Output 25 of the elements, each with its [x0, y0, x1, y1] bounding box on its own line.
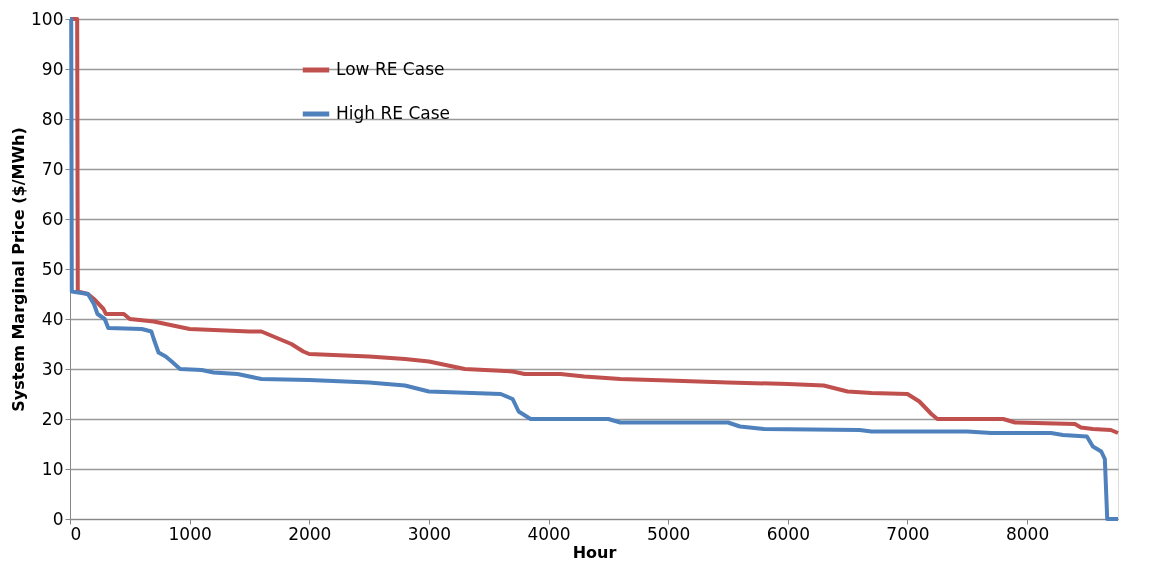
y-tick-label: 100 [31, 8, 64, 29]
y-tick-label: 50 [41, 258, 64, 279]
y-axis-title: System Marginal Price ($/MWh) [9, 127, 29, 412]
legend-label: Low RE Case [336, 59, 445, 79]
x-tick-label: 3000 [407, 523, 452, 544]
y-tick-label: 20 [41, 408, 64, 429]
x-tick-label: 2000 [288, 523, 332, 544]
y-tick-label: 10 [41, 458, 64, 479]
x-tick-label: 6000 [766, 523, 810, 544]
x-axis-title: Hour [572, 542, 617, 562]
x-tick-label: 5000 [647, 523, 691, 544]
y-tick-label: 0 [52, 508, 64, 529]
x-tick-label: 0 [70, 523, 82, 544]
y-tick-label: 90 [41, 58, 64, 79]
y-tick-label: 70 [41, 158, 64, 179]
y-tick-label: 40 [41, 308, 64, 329]
x-tick-label: 1000 [168, 523, 212, 544]
x-tick-label: 4000 [527, 523, 571, 544]
y-tick-label: 60 [41, 208, 64, 229]
line-series [68, 17, 1120, 521]
y-tick-label: 30 [41, 358, 64, 379]
legend-label: High RE Case [336, 103, 451, 123]
y-tick-label: 80 [41, 108, 64, 129]
x-tick-label: 7000 [886, 523, 930, 544]
x-tick-label: 8000 [1005, 523, 1050, 544]
